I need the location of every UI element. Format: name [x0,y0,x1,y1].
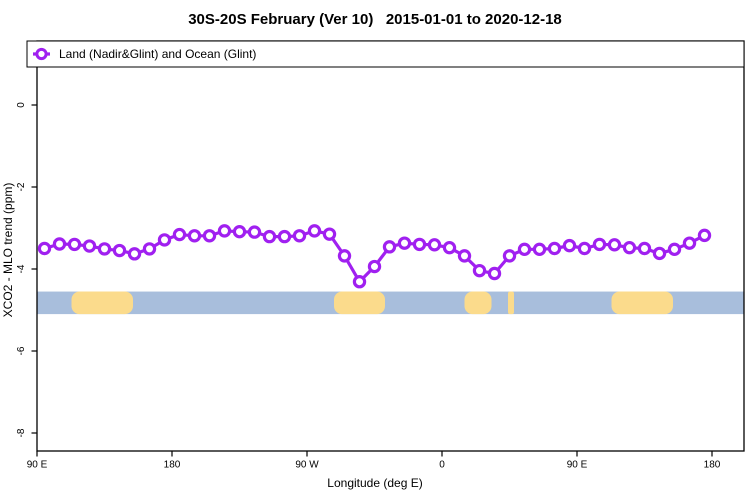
data-point-marker [52,237,67,251]
y-tick-label: -6 [16,346,27,355]
x-tick-label: 180 [164,460,181,471]
data-point-marker [82,239,97,253]
land-band-segment [334,291,385,315]
data-point-marker [322,227,337,241]
x-tick-label: 0 [439,460,445,471]
legend-box [26,40,745,68]
x-tick-label: 180 [704,460,721,471]
data-point-marker [412,237,427,252]
x-tick-label: 90 W [295,460,319,471]
data-point-marker [352,275,367,289]
data-point-marker [217,224,232,238]
data-point-marker [262,229,277,244]
data-point-marker [247,225,262,239]
data-point-marker [472,263,487,278]
data-point-marker [547,241,562,256]
x-tick-label: 90 E [567,460,588,471]
data-line [44,229,706,284]
y-tick-label: -2 [16,182,27,191]
data-point-marker [592,237,607,252]
data-point-marker [397,236,412,250]
y-tick-label: -4 [16,264,27,273]
data-point-marker [292,229,307,243]
data-series-layer [37,224,712,289]
data-point-marker [337,249,352,263]
data-point-marker [307,224,322,238]
data-point-marker [127,247,142,261]
data-point-marker [427,238,442,252]
data-point-marker [202,229,217,243]
surface-band-layer [37,291,744,315]
ocean-band [37,291,744,315]
data-point-marker [232,224,247,239]
x-tick-label: 90 E [27,460,48,471]
x-axis-label: Longitude (deg E) [327,476,422,490]
data-point-marker [367,259,382,274]
y-axis-label: XCO2 - MLO trend (ppm) [1,183,15,318]
data-point-marker [382,240,397,254]
data-point-marker [607,238,622,252]
data-point-marker [502,249,517,263]
data-point-marker [637,241,652,256]
data-point-marker [517,242,532,257]
y-tick-label: -8 [16,428,27,437]
data-point-marker [532,242,547,257]
legend-label: Land (Nadir&Glint) and Ocean (Glint) [59,47,256,61]
data-point-marker [682,236,697,250]
land-band-segment [508,291,514,315]
data-point-marker [37,241,52,256]
data-point-marker [697,228,712,243]
data-point-marker [577,241,592,256]
legend-open-circle-icon [35,47,48,61]
data-point-marker [172,227,187,242]
legend: Land (Nadir&Glint) and Ocean (Glint) [26,40,745,68]
y-tick-label: 0 [16,102,27,108]
axis-layer: 90 E 180 90 W 0 90 E 180 0 -2 -4 -6 -8 [16,40,745,471]
data-point-marker [157,233,172,247]
data-point-marker [652,246,667,261]
data-point-marker [97,242,112,256]
chart-title: 30S-20S February (Ver 10) 2015-01-01 to … [188,11,562,28]
data-point-marker [142,242,157,256]
data-point-marker [187,229,202,243]
land-band-segment [464,291,492,315]
land-band-segment [611,291,673,315]
data-point-marker [67,237,82,252]
data-point-marker [442,240,457,255]
data-point-marker [562,238,577,253]
data-point-marker [487,266,502,281]
data-point-marker [277,229,292,244]
data-point-marker [112,243,127,258]
data-point-marker [622,240,637,255]
data-point-marker [667,242,682,257]
land-band-segment [71,291,133,315]
data-point-marker [457,249,472,263]
